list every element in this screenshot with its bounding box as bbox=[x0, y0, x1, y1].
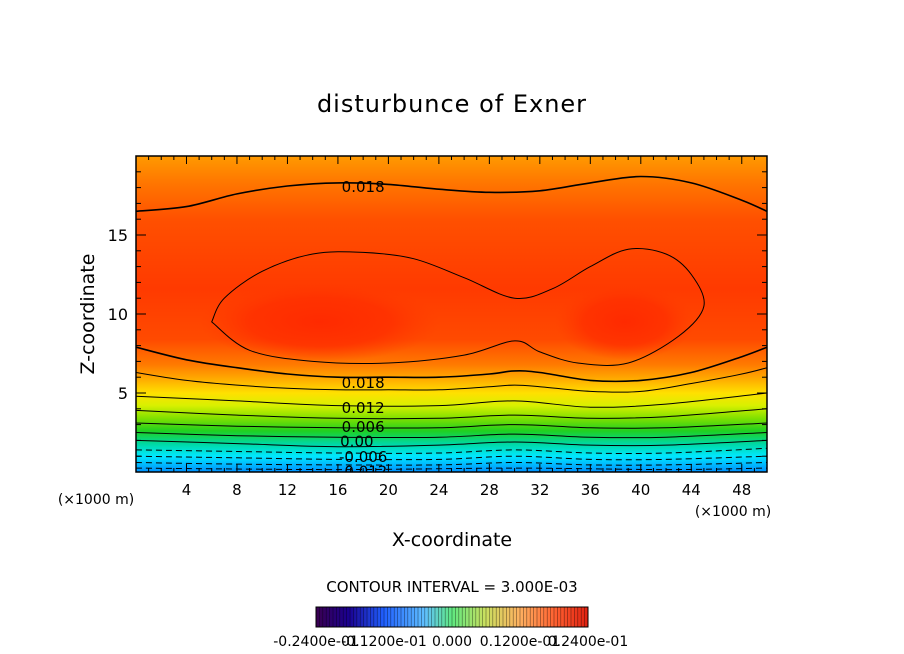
colorbar-label-2: 0.000 bbox=[432, 634, 472, 650]
contour-line-8 bbox=[136, 447, 767, 455]
x-tick-label-10: 44 bbox=[682, 481, 701, 499]
contour-line-4 bbox=[136, 408, 767, 420]
contour-line-3 bbox=[136, 392, 767, 408]
contour-label-0: 0.018 bbox=[342, 178, 385, 196]
colorbar-label-3: 0.1200e-01 bbox=[480, 634, 560, 650]
contour-line-6 bbox=[136, 432, 767, 439]
colorbar: -0.2400e-01-0.1200e-01 0.000 0.1200e-010.2… bbox=[273, 606, 628, 650]
y-axis-ticks: 5 10 15 bbox=[108, 171, 767, 457]
colorbar-label-4: 0.2400e-01 bbox=[548, 634, 628, 650]
chart-title: disturbunce of Exner bbox=[317, 90, 587, 118]
contour-label-2: 0.012 bbox=[342, 399, 385, 417]
x-unit-right: (×1000 m) bbox=[695, 504, 771, 520]
colorbar-labels: -0.2400e-01-0.1200e-01 0.000 0.1200e-010.2… bbox=[273, 634, 628, 650]
core-left bbox=[200, 282, 440, 362]
core-right bbox=[555, 284, 695, 360]
contour-label-6: -0.012 bbox=[339, 462, 387, 480]
x-tick-label-8: 36 bbox=[581, 481, 600, 499]
contour-line-5 bbox=[136, 422, 767, 429]
contour-line-10 bbox=[136, 461, 767, 466]
colorbar-stripes bbox=[319, 607, 585, 627]
contour-lines bbox=[136, 175, 767, 471]
colorbar-label-1: -0.1200e-01 bbox=[341, 634, 427, 650]
x-tick-label-7: 32 bbox=[530, 481, 549, 499]
colorbar-label-0: -0.2400e-01 bbox=[273, 634, 359, 650]
x-tick-label-4: 20 bbox=[379, 481, 398, 499]
contour-line-9 bbox=[136, 455, 767, 461]
contour-label-3: 0.006 bbox=[342, 418, 385, 436]
x-axis-ticks: 4 8 12 16 20 24 28 32 36 40 44 48 bbox=[148, 156, 755, 499]
x-axis-label: X-coordinate bbox=[392, 529, 512, 551]
x-tick-label-2: 12 bbox=[278, 481, 297, 499]
x-tick-label-3: 16 bbox=[328, 481, 347, 499]
y-tick-label-0: 5 bbox=[118, 384, 128, 403]
x-tick-label-9: 40 bbox=[631, 481, 650, 499]
y-tick-label-2: 15 bbox=[108, 226, 128, 245]
contour-label-5: -0.006 bbox=[339, 448, 387, 466]
contour-line-1 bbox=[136, 346, 767, 383]
contour-label-4: 0.00 bbox=[340, 432, 373, 450]
x-unit-left: (×1000 m) bbox=[58, 492, 134, 508]
contour-line-11 bbox=[136, 467, 767, 471]
contour-line-2 bbox=[136, 367, 767, 393]
contour-interval-label: CONTOUR INTERVAL = 3.000E-03 bbox=[326, 578, 577, 596]
contour-label-1: 0.018 bbox=[342, 374, 385, 392]
contour-line-0 bbox=[136, 175, 767, 213]
inner-contour-0 bbox=[211, 247, 705, 366]
x-tick-label-5: 24 bbox=[429, 481, 448, 499]
y-axis-label: Z-coordinate bbox=[77, 254, 99, 375]
colorbar-frame bbox=[315, 606, 589, 628]
contour-line-7 bbox=[136, 439, 767, 448]
x-tick-label-1: 8 bbox=[232, 481, 242, 499]
x-tick-label-0: 4 bbox=[182, 481, 192, 499]
x-tick-label-6: 28 bbox=[480, 481, 499, 499]
x-tick-label-11: 48 bbox=[732, 481, 751, 499]
y-tick-label-1: 10 bbox=[108, 305, 128, 324]
